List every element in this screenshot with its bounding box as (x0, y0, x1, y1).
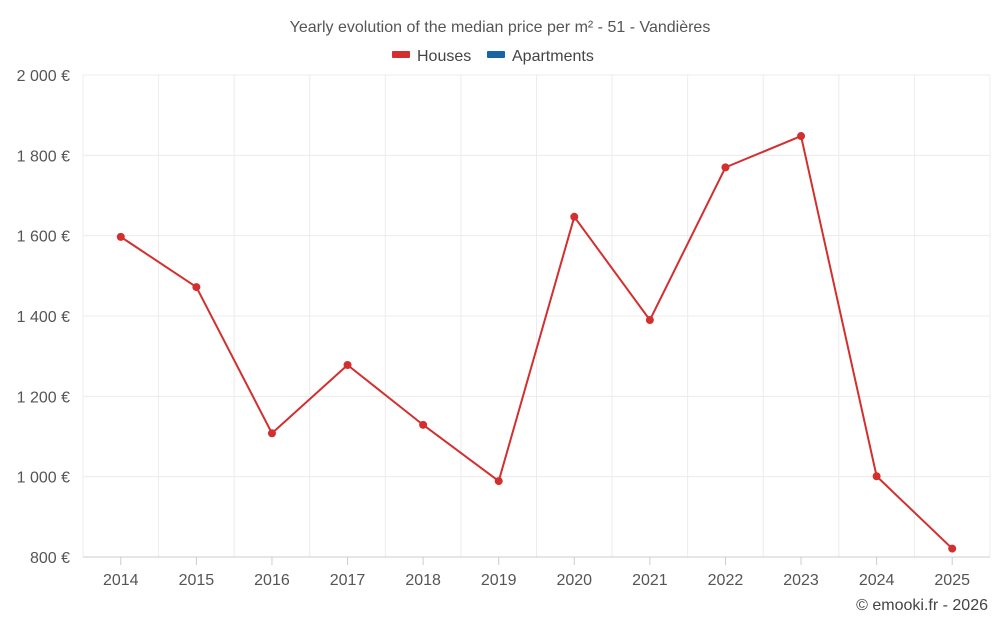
x-tick-label: 2021 (632, 572, 668, 589)
data-point-houses[interactable] (419, 420, 428, 429)
x-tick-label: 2016 (254, 572, 290, 589)
x-tick-label: 2023 (783, 572, 819, 589)
x-tick-label: 2015 (179, 572, 215, 589)
data-point-houses[interactable] (797, 132, 806, 141)
data-point-houses[interactable] (494, 477, 503, 486)
y-tick-label: 1 800 € (17, 148, 70, 165)
chart-title: Yearly evolution of the median price per… (290, 19, 711, 36)
series-layer (116, 132, 957, 553)
data-point-houses[interactable] (343, 361, 352, 370)
x-tick-label: 2022 (708, 572, 744, 589)
x-tick-label: 2014 (103, 572, 139, 589)
y-tick-label: 800 € (30, 550, 70, 567)
legend-swatch-houses (392, 51, 410, 58)
legend-item-apartments[interactable]: Apartments (487, 48, 594, 65)
series-line-houses (120, 135, 953, 550)
y-tick-label: 2 000 € (17, 68, 70, 85)
legend-swatch-apartments (487, 51, 505, 58)
data-point-houses[interactable] (872, 472, 881, 481)
data-point-houses[interactable] (948, 544, 957, 553)
legend-label-apartments: Apartments (512, 48, 594, 65)
y-tick-label: 1 000 € (17, 470, 70, 487)
legend-label-houses: Houses (417, 48, 471, 65)
data-point-houses[interactable] (721, 163, 730, 172)
gridlines (82, 74, 991, 557)
x-tick-label: 2019 (481, 572, 517, 589)
y-tick-label: 1 400 € (17, 309, 70, 326)
data-point-houses[interactable] (645, 316, 654, 325)
axes: 800 € 1 000 € 1 200 € 1 400 € 1 600 € 1 800 €… (17, 68, 990, 589)
legend-item-houses[interactable]: Houses (392, 48, 471, 65)
data-point-houses[interactable] (116, 232, 125, 241)
x-tick-label: 2025 (934, 572, 970, 589)
x-tick-label: 2020 (556, 572, 592, 589)
data-point-houses[interactable] (267, 429, 276, 438)
y-tick-label: 1 600 € (17, 229, 70, 246)
data-point-houses[interactable] (570, 212, 579, 221)
data-point-houses[interactable] (192, 283, 201, 292)
x-tick-label: 2024 (859, 572, 895, 589)
y-tick-label: 1 200 € (17, 389, 70, 406)
x-tick-label: 2018 (405, 572, 441, 589)
x-tick-label: 2017 (330, 572, 366, 589)
legend: Houses Apartments (392, 48, 594, 65)
credit-text: © emooki.fr - 2026 (856, 597, 988, 614)
